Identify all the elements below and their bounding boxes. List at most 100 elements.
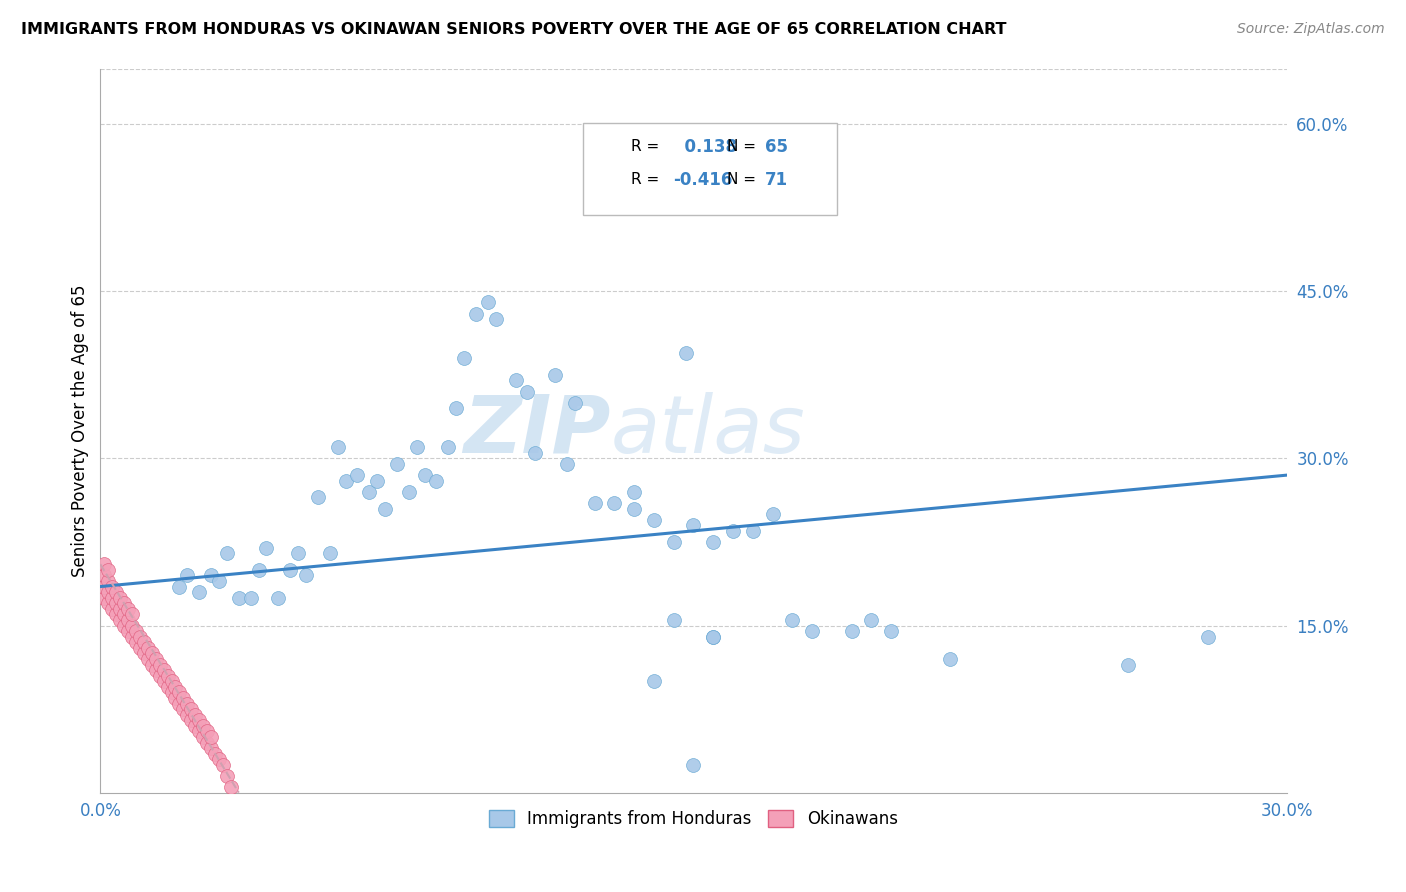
- Point: [702, 630, 724, 644]
- Point: [125, 635, 148, 649]
- Text: -0.416: -0.416: [673, 171, 733, 189]
- Point: [583, 496, 606, 510]
- Point: [176, 568, 198, 582]
- Point: [359, 484, 381, 499]
- Point: [112, 607, 135, 622]
- Y-axis label: Seniors Poverty Over the Age of 65: Seniors Poverty Over the Age of 65: [72, 285, 89, 577]
- Point: [801, 624, 824, 639]
- Point: [366, 474, 388, 488]
- Point: [335, 474, 357, 488]
- Point: [117, 602, 139, 616]
- Point: [385, 457, 408, 471]
- Point: [180, 713, 202, 727]
- Point: [662, 535, 685, 549]
- Point: [152, 674, 174, 689]
- Point: [117, 624, 139, 639]
- Point: [156, 668, 179, 682]
- Point: [141, 657, 163, 672]
- Text: IMMIGRANTS FROM HONDURAS VS OKINAWAN SENIORS POVERTY OVER THE AGE OF 65 CORRELAT: IMMIGRANTS FROM HONDURAS VS OKINAWAN SEN…: [21, 22, 1007, 37]
- Point: [643, 513, 665, 527]
- Point: [307, 491, 329, 505]
- Point: [121, 618, 143, 632]
- Point: [215, 769, 238, 783]
- Point: [93, 591, 115, 605]
- Point: [453, 351, 475, 366]
- Point: [721, 524, 744, 538]
- Point: [287, 546, 309, 560]
- Point: [188, 724, 211, 739]
- Point: [437, 440, 460, 454]
- Point: [112, 596, 135, 610]
- Point: [405, 440, 427, 454]
- Point: [121, 630, 143, 644]
- Text: 71: 71: [765, 171, 787, 189]
- Point: [682, 757, 704, 772]
- Point: [101, 591, 124, 605]
- Point: [176, 707, 198, 722]
- Point: [761, 507, 783, 521]
- Point: [97, 585, 120, 599]
- Point: [682, 518, 704, 533]
- Point: [93, 580, 115, 594]
- Point: [169, 580, 191, 594]
- Point: [149, 668, 172, 682]
- Point: [524, 446, 547, 460]
- Point: [485, 312, 508, 326]
- Point: [465, 307, 488, 321]
- Text: N =: N =: [727, 139, 761, 154]
- Point: [413, 468, 436, 483]
- Point: [191, 719, 214, 733]
- Point: [603, 496, 626, 510]
- Point: [169, 685, 191, 699]
- Point: [1197, 630, 1219, 644]
- Point: [841, 624, 863, 639]
- Point: [477, 295, 499, 310]
- Point: [117, 613, 139, 627]
- Text: 0.138: 0.138: [673, 138, 737, 156]
- Point: [165, 690, 187, 705]
- Point: [544, 368, 567, 382]
- Point: [145, 652, 167, 666]
- Point: [180, 702, 202, 716]
- Point: [295, 568, 318, 582]
- Point: [121, 607, 143, 622]
- Point: [97, 563, 120, 577]
- Point: [160, 674, 183, 689]
- Point: [212, 757, 235, 772]
- Point: [346, 468, 368, 483]
- Point: [108, 602, 131, 616]
- Text: N =: N =: [727, 172, 761, 187]
- Point: [564, 395, 586, 409]
- Point: [702, 535, 724, 549]
- Point: [184, 719, 207, 733]
- Point: [782, 613, 804, 627]
- Point: [267, 591, 290, 605]
- Point: [112, 618, 135, 632]
- Text: Source: ZipAtlas.com: Source: ZipAtlas.com: [1237, 22, 1385, 37]
- Point: [643, 674, 665, 689]
- Point: [169, 697, 191, 711]
- Point: [675, 345, 697, 359]
- Point: [108, 591, 131, 605]
- Point: [741, 524, 763, 538]
- Point: [172, 690, 194, 705]
- Point: [105, 596, 128, 610]
- Text: R =: R =: [631, 172, 665, 187]
- Point: [278, 563, 301, 577]
- Point: [136, 640, 159, 655]
- Point: [145, 663, 167, 677]
- Text: 65: 65: [765, 138, 787, 156]
- Point: [176, 697, 198, 711]
- Point: [105, 607, 128, 622]
- Point: [219, 780, 242, 794]
- Point: [326, 440, 349, 454]
- Text: atlas: atlas: [610, 392, 806, 469]
- Point: [208, 574, 231, 588]
- Point: [702, 630, 724, 644]
- Point: [860, 613, 883, 627]
- Point: [125, 624, 148, 639]
- Point: [160, 685, 183, 699]
- Point: [132, 635, 155, 649]
- Point: [1118, 657, 1140, 672]
- Point: [318, 546, 340, 560]
